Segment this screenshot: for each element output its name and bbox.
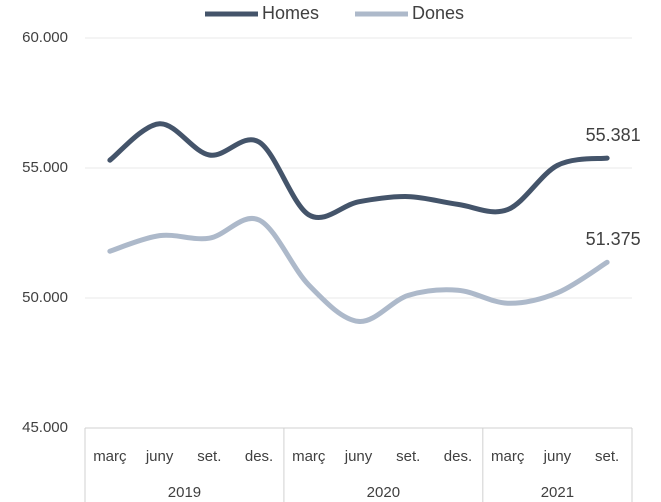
group-label: 2021 [541,484,574,501]
group-label: 2020 [367,484,400,501]
data-label: 51.375 [586,229,641,249]
y-tick-label: 60.000 [22,29,68,46]
y-tick-label: 55.000 [22,159,68,176]
data-label: 55.381 [586,125,641,145]
x-tick-label: març [93,448,127,465]
series-line [107,215,610,324]
x-tick-label: juny [344,448,373,465]
x-tick-label: set. [595,448,619,465]
x-tick-label: set. [396,448,420,465]
x-tick-label: des. [444,448,472,465]
legend-label: Dones [412,3,464,23]
x-tick-label: des. [245,448,273,465]
x-tick-label: juny [543,448,572,465]
group-label: 2019 [168,484,201,501]
legend-label: Homes [262,3,319,23]
x-tick-label: juny [145,448,174,465]
x-tick-label: març [491,448,525,465]
x-tick-label: set. [197,448,221,465]
y-tick-label: 50.000 [22,289,68,306]
series-line [107,121,610,220]
x-tick-label: març [292,448,326,465]
y-tick-label: 45.000 [22,419,68,436]
